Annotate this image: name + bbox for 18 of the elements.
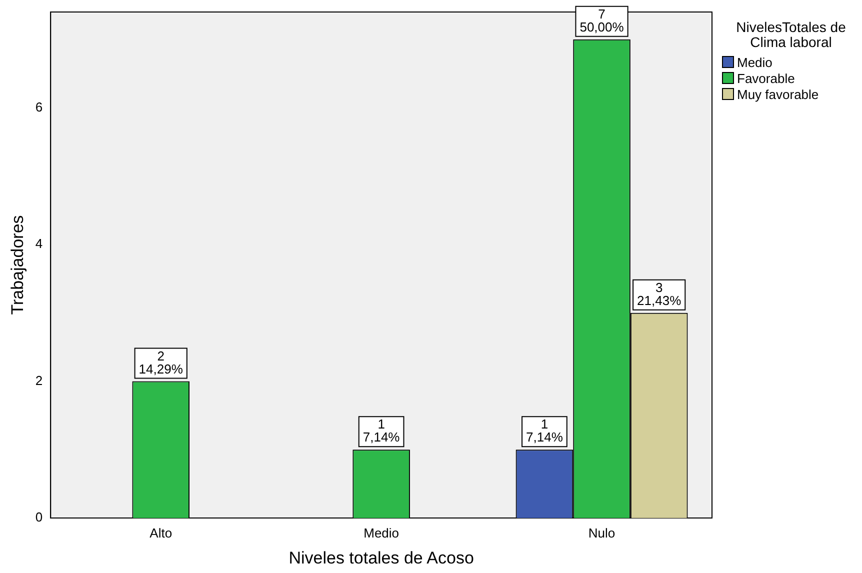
data-label: 1 7,14% — [362, 416, 400, 445]
x-tick-label: Nulo — [588, 525, 616, 540]
data-label: 7 50,00% — [580, 6, 624, 34]
legend-title: NivelesTotales de Clima laboral — [735, 19, 847, 50]
data-label: 1 7,14% — [526, 416, 564, 445]
y-axis-title: Trabajadores — [8, 215, 27, 315]
y-tick-label: 4 — [35, 236, 43, 252]
legend-label: Medio — [737, 54, 772, 70]
legend-label: Muy favorable — [737, 86, 819, 102]
y-tick-label: 0 — [35, 510, 43, 525]
data-label: 3 21,43% — [637, 280, 682, 308]
legend-label: Favorable — [737, 70, 795, 86]
x-tick-label: Medio — [364, 525, 400, 540]
y-tick-label: 6 — [35, 99, 43, 114]
x-tick-label: Alto — [150, 525, 172, 540]
y-tick-label: 2 — [35, 372, 43, 388]
x-axis-title: Niveles totales de Acoso — [288, 548, 474, 568]
data-label: 2 14,29% — [138, 348, 184, 376]
